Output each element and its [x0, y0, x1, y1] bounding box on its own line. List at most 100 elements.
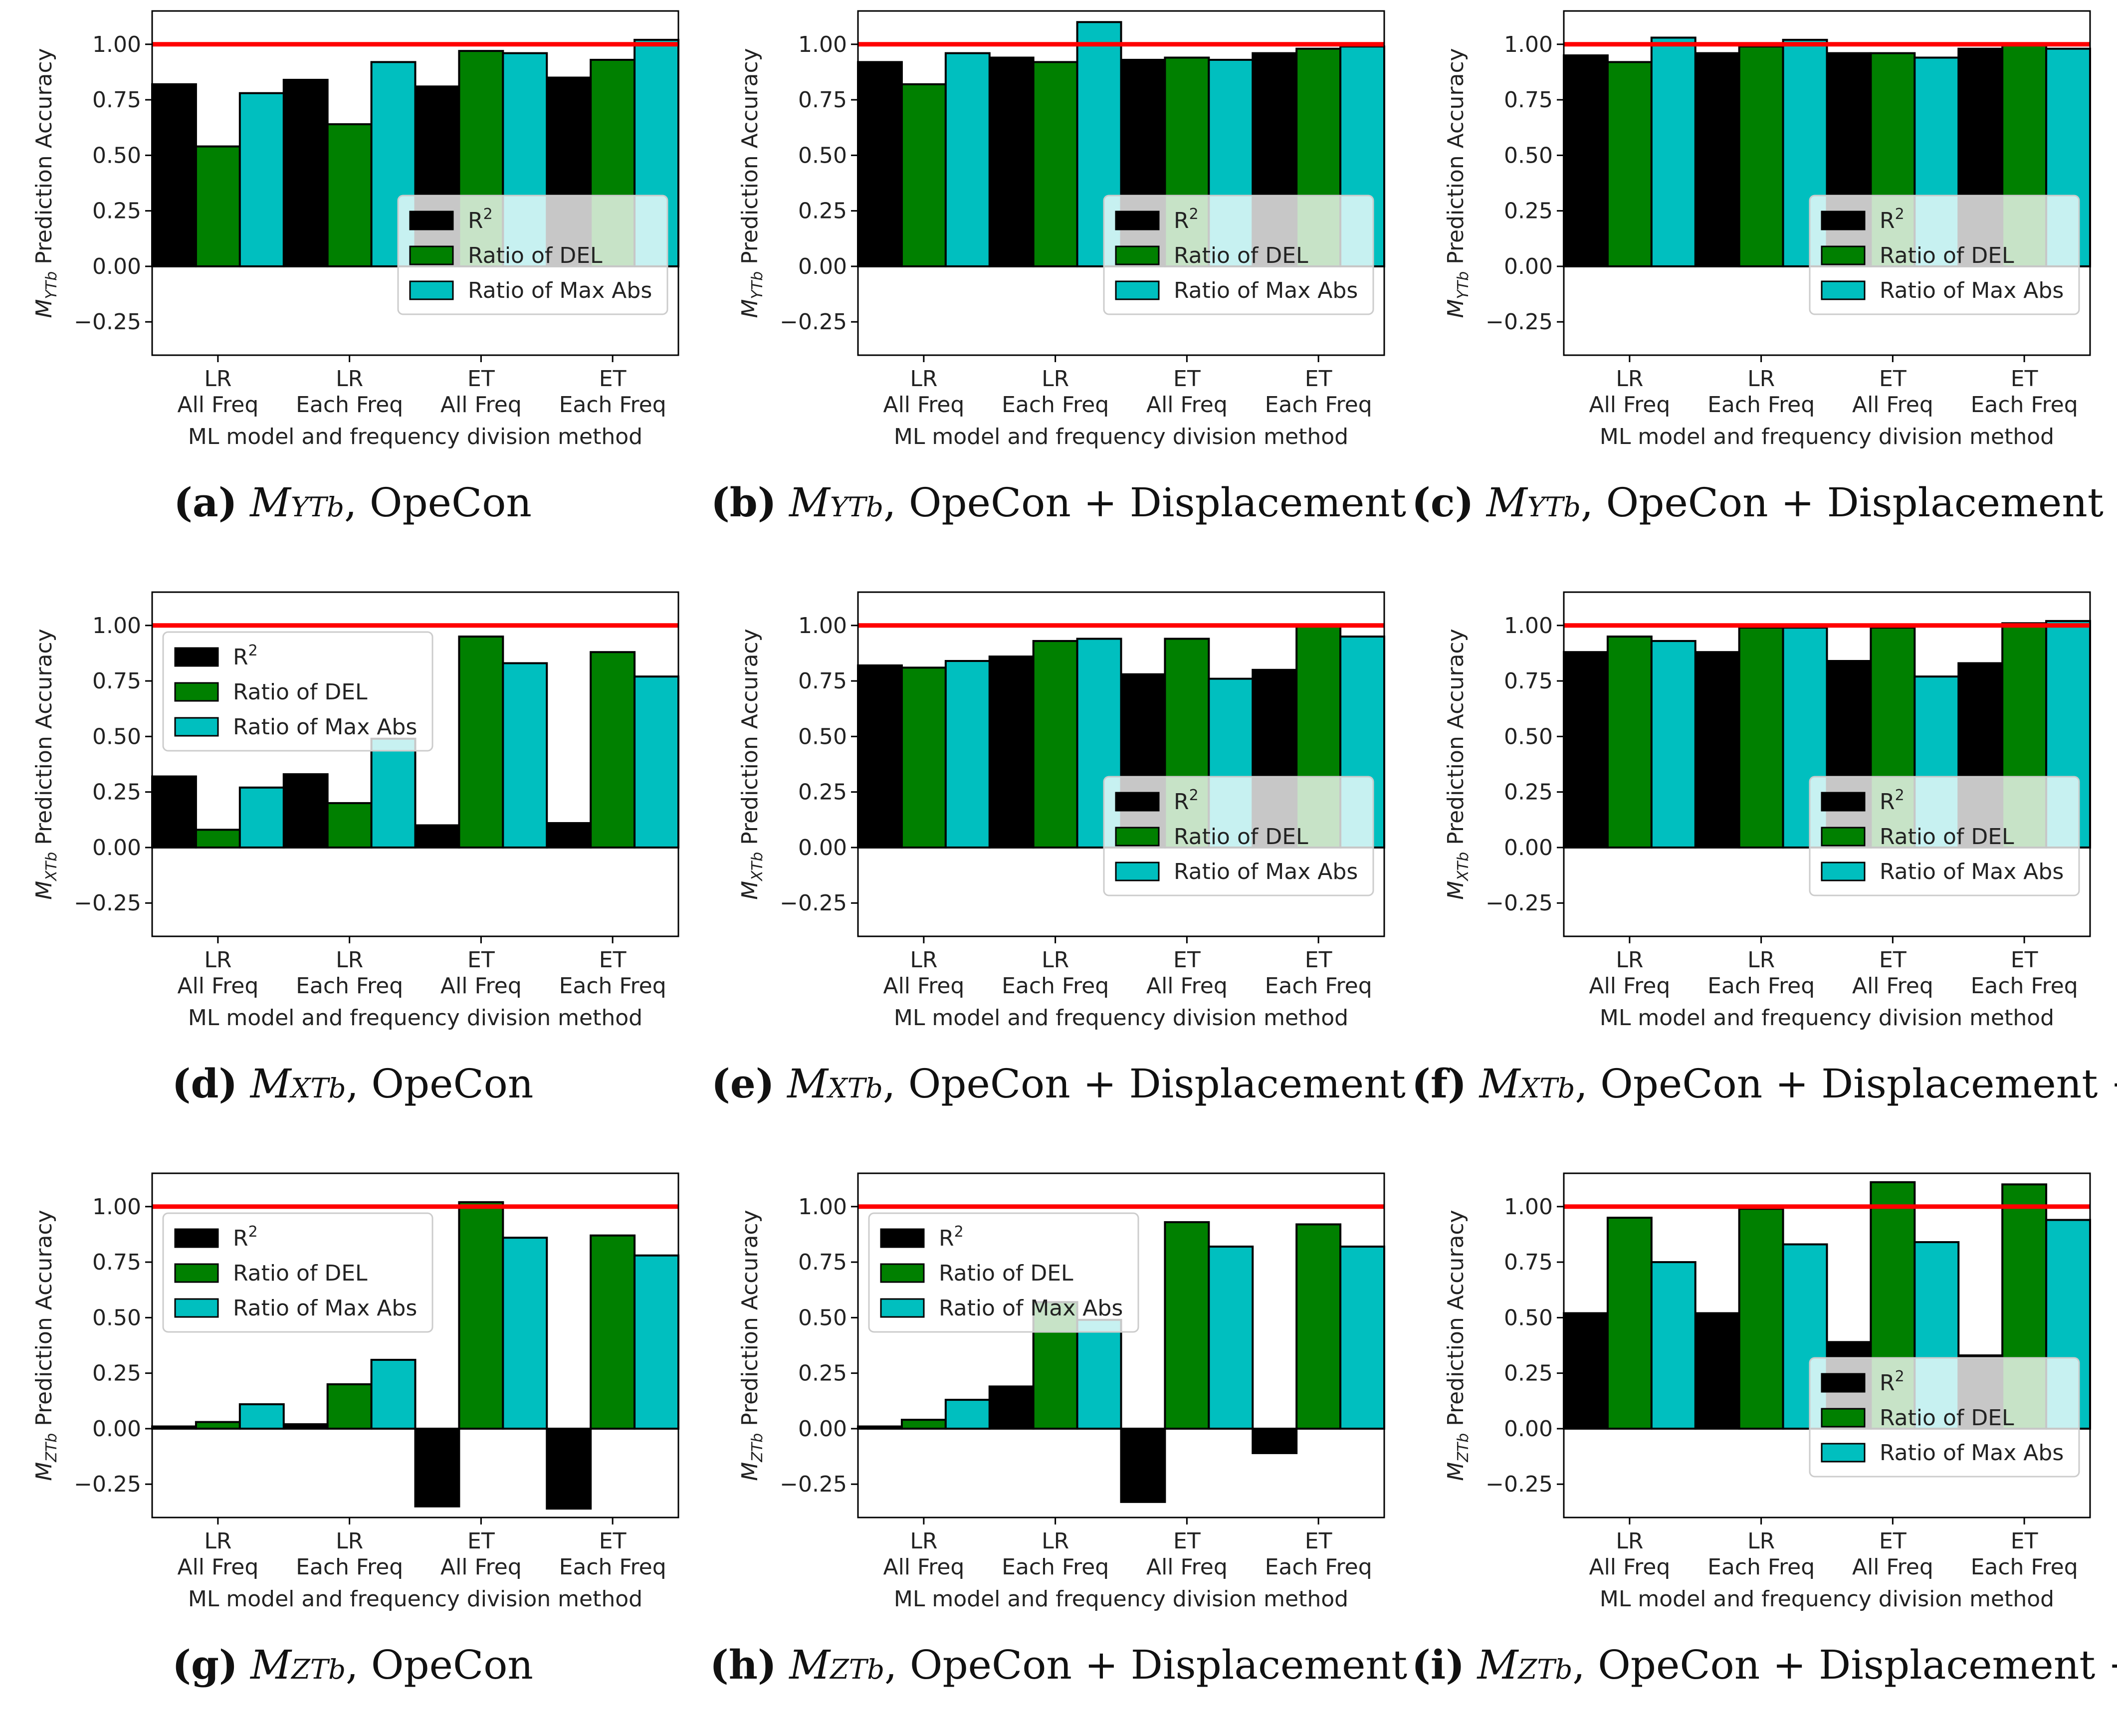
- legend-label: Ratio of DEL: [1880, 824, 2014, 850]
- x-tick-label-freq: All Freq: [440, 1554, 522, 1580]
- y-tick-label: 1.00: [92, 32, 141, 57]
- legend-label: Ratio of Max Abs: [939, 1296, 1123, 1321]
- bar-del: [1164, 1221, 1210, 1430]
- y-tick-label: 0.50: [798, 1305, 847, 1330]
- y-tick-label: 0.50: [1504, 724, 1553, 749]
- y-label-text: Prediction Accuracy: [737, 48, 763, 271]
- legend-label: R2: [1880, 787, 1905, 815]
- panel-f: 1.00 0.75 0.50 0.25 0.00 −0.25 MXTb Prediction…: [1412, 581, 2117, 1155]
- x-tick-label-freq: All Freq: [177, 1554, 258, 1580]
- y-label-var: M: [31, 1462, 57, 1481]
- x-tick-label-model: LR: [1042, 1528, 1069, 1554]
- bar-maxabs: [944, 660, 991, 849]
- y-tick-label: 0.25: [1504, 1361, 1553, 1386]
- plot-frame: [1563, 10, 2091, 356]
- y-axis-label: MXTb Prediction Accuracy: [31, 629, 60, 899]
- legend-swatch-del: [174, 682, 219, 702]
- bar-r2: [857, 1425, 903, 1430]
- y-tick-label: 0.00: [1504, 1416, 1553, 1442]
- panel-g: 1.00 0.75 0.50 0.25 0.00 −0.25 MZTb Prediction…: [0, 1162, 705, 1736]
- y-label-text: Prediction Accuracy: [737, 1210, 763, 1433]
- bar-r2: [151, 1425, 197, 1430]
- caption-g: (g) MZTb, OpeCon: [0, 1641, 705, 1688]
- legend-sup: 2: [1189, 206, 1199, 223]
- bar-maxabs: [1650, 1261, 1696, 1430]
- bar-maxabs: [1650, 36, 1696, 267]
- y-tick-label: 0.50: [92, 724, 141, 749]
- y-tick-label: 0.75: [1504, 1250, 1553, 1275]
- x-tick-label-freq: All Freq: [1852, 1554, 1933, 1580]
- y-label-sub: XTb: [43, 852, 60, 882]
- y-tick-label: 0.00: [92, 835, 141, 861]
- panel-d: 1.00 0.75 0.50 0.25 0.00 −0.25 MXTb Prediction…: [0, 581, 705, 1155]
- bar-maxabs: [370, 1358, 417, 1430]
- bar-maxabs: [238, 786, 285, 849]
- legend-box: [162, 1212, 433, 1333]
- y-tick-label: −0.25: [74, 1472, 141, 1497]
- y-tick-label: 0.25: [1504, 199, 1553, 224]
- caption-sub: XTb: [828, 1073, 883, 1104]
- y-tick-label: 1.00: [798, 613, 847, 639]
- legend-label: R2: [1174, 206, 1199, 233]
- legend-label: Ratio of Max Abs: [1174, 859, 1358, 884]
- x-tick-label-freq: Each Freq: [559, 392, 666, 418]
- x-tick-label-freq: All Freq: [440, 392, 522, 418]
- caption-a: (a) MYTb, OpeCon: [0, 479, 705, 526]
- y-tick-label: 0.00: [1504, 835, 1553, 861]
- chart-b: 1.00 0.75 0.50 0.25 0.00 −0.25 MYTb Prediction…: [737, 10, 1386, 449]
- plot-frame: [857, 10, 1385, 356]
- x-axis-label: ML model and frequency division method: [188, 1005, 642, 1031]
- legend-sup: 2: [1895, 1368, 1905, 1385]
- legend-r: R: [1174, 208, 1189, 233]
- bar-del: [900, 83, 947, 267]
- x-tick-label-freq: All Freq: [883, 392, 964, 418]
- legend-sup: 2: [954, 1223, 964, 1241]
- y-tick-label: 0.25: [92, 1361, 141, 1386]
- caption-letter: (h): [709, 1641, 777, 1688]
- bar-del: [1738, 45, 1784, 267]
- x-tick-label-freq: All Freq: [1852, 973, 1933, 999]
- caption-c: (c) MYTb, OpeCon + Displacement + Angle: [1412, 479, 2117, 526]
- bar-r2: [151, 775, 197, 849]
- legend-swatch-maxabs: [174, 717, 219, 737]
- y-label-var: M: [737, 1462, 763, 1481]
- x-tick-label-freq: All Freq: [177, 392, 258, 418]
- x-tick-label-freq: Each Freq: [296, 973, 403, 999]
- x-tick-label-freq: All Freq: [883, 973, 964, 999]
- legend-swatch-del: [1115, 827, 1160, 847]
- legend-swatch-r2: [880, 1228, 925, 1248]
- y-tick-label: 0.75: [92, 1250, 141, 1275]
- y-label-var: M: [31, 299, 57, 318]
- x-tick-label-freq: Each Freq: [1971, 973, 2078, 999]
- legend-swatch-r2: [1821, 792, 1866, 812]
- caption-var: M: [1479, 1061, 1520, 1107]
- y-tick-label: 1.00: [1504, 32, 1553, 57]
- legend-label: Ratio of Max Abs: [468, 278, 652, 303]
- x-axis-label: ML model and frequency division method: [1600, 1586, 2054, 1612]
- y-axis-label: MZTb Prediction Accuracy: [31, 1210, 60, 1481]
- x-tick-label-freq: Each Freq: [1002, 1554, 1109, 1580]
- chart-g: 1.00 0.75 0.50 0.25 0.00 −0.25 MZTb Prediction…: [31, 1172, 680, 1612]
- bar-r2: [988, 1385, 1035, 1430]
- y-tick-label: 0.00: [92, 254, 141, 279]
- bar-r2: [546, 822, 592, 849]
- bar-del: [900, 1419, 947, 1430]
- bar-maxabs: [370, 737, 417, 849]
- y-tick-label: 0.75: [1504, 87, 1553, 113]
- caption-text: , OpeCon + Displacement + Angle: [1572, 1642, 2117, 1688]
- legend-box: [1809, 195, 2080, 315]
- bar-del: [195, 829, 241, 849]
- bar-del: [1606, 1217, 1653, 1430]
- y-tick-label: 1.00: [92, 613, 141, 639]
- bar-r2: [1563, 54, 1609, 267]
- bar-r2: [1120, 1427, 1166, 1503]
- bar-r2: [857, 664, 903, 849]
- legend-label: Ratio of DEL: [233, 679, 368, 705]
- caption-sub: YTb: [830, 491, 883, 523]
- y-tick-label: −0.25: [1485, 890, 1553, 916]
- y-label-sub: YTb: [749, 271, 766, 299]
- bar-r2: [857, 61, 903, 267]
- x-axis-label: ML model and frequency division method: [1600, 1005, 2054, 1031]
- legend-label: Ratio of Max Abs: [1880, 1440, 2064, 1466]
- chart-e: 1.00 0.75 0.50 0.25 0.00 −0.25 MXTb Prediction…: [737, 591, 1386, 1031]
